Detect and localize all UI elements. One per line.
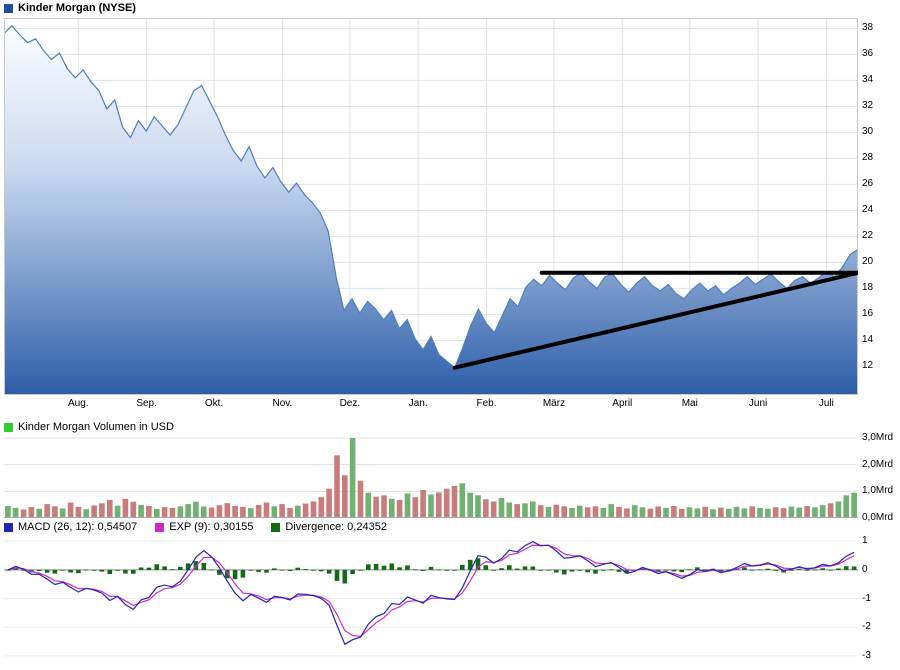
trendline-ascending-support (452, 270, 858, 370)
macd-axis-label: 0 (862, 563, 868, 575)
price-chart-title: Kinder Morgan (NYSE) (18, 2, 136, 14)
price-chart-legend: Kinder Morgan (NYSE) (4, 2, 136, 15)
month-axis-label: Nov. (272, 398, 293, 409)
price-axis-label: 22 (862, 230, 874, 242)
volume-axis-label: 1,0Mrd (862, 485, 894, 497)
exp-series-label: EXP (9): 0,30155 (169, 521, 254, 533)
price-axis-label: 36 (862, 48, 874, 60)
macd-axis-label: 1 (862, 535, 868, 547)
exp-series-legend-item: EXP (9): 0,30155 (155, 521, 253, 534)
price-axis-label: 34 (862, 74, 874, 86)
month-axis-label: Aug. (68, 398, 89, 409)
price-area-chart (4, 18, 858, 395)
month-axis-label: April (612, 398, 633, 409)
volume-bar-chart (4, 437, 858, 518)
macd-indicator-chart (4, 540, 858, 657)
divergence-series-label: Divergence: 0,24352 (285, 521, 387, 533)
price-axis-label: 28 (862, 152, 874, 164)
price-axis-label: 24 (862, 204, 874, 216)
divergence-series-marker-icon (271, 523, 281, 532)
month-axis-label: März (542, 398, 566, 409)
price-axis-label: 20 (862, 256, 874, 268)
month-axis-label: Dez. (339, 398, 361, 409)
price-axis-label: 38 (862, 22, 874, 34)
volume-chart-title: Kinder Morgan Volumen in USD (18, 421, 174, 433)
volume-axis-label: 3,0Mrd (862, 432, 894, 443)
month-axis-label: Okt. (204, 398, 224, 409)
volume-axis-label: 0,0Mrd (862, 512, 894, 523)
month-axis-label: Jan. (408, 398, 428, 409)
macd-series-label: MACD (26, 12): 0,54507 (18, 521, 138, 533)
price-series-marker-icon (4, 4, 13, 13)
price-axis-label: 18 (862, 282, 874, 294)
macd-axis-label: -3 (862, 649, 871, 661)
divergence-series-legend-item: Divergence: 0,24352 (271, 521, 387, 534)
month-axis-label: Juli (818, 398, 834, 409)
price-axis-label: 12 (862, 360, 874, 372)
macd-axis-label: -1 (862, 592, 871, 604)
volume-series-marker-icon (4, 423, 13, 432)
macd-series-marker-icon (4, 523, 13, 532)
month-axis-label: Sep. (136, 398, 157, 409)
price-axis-label: 32 (862, 100, 874, 112)
volume-axis-label: 2,0Mrd (862, 458, 894, 470)
price-axis-label: 16 (862, 308, 874, 320)
exp-series-marker-icon (155, 523, 165, 532)
month-axis-label: Mai (681, 398, 698, 409)
price-axis-label: 14 (862, 334, 874, 346)
volume-chart-legend: Kinder Morgan Volumen in USD (4, 421, 174, 434)
month-axis-label: Juni (748, 398, 768, 409)
price-axis-label: 26 (862, 178, 874, 190)
macd-axis-label: -2 (862, 621, 871, 633)
price-axis-label: 30 (862, 126, 874, 138)
macd-legend: MACD (26, 12): 0,54507 EXP (9): 0,30155 … (4, 521, 387, 534)
macd-series-legend-item: MACD (26, 12): 0,54507 (4, 521, 137, 534)
month-axis-label: Feb. (476, 398, 497, 409)
